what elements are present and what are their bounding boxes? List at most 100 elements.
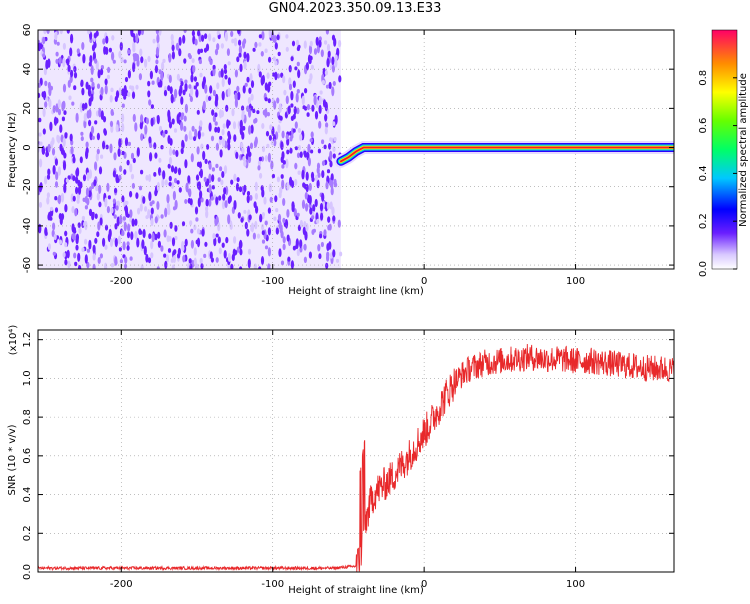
noise-speck <box>145 117 149 125</box>
noise-speck <box>75 112 79 123</box>
noise-speck <box>267 227 271 236</box>
noise-speck <box>163 253 167 258</box>
noise-speck <box>129 209 133 218</box>
noise-speck <box>183 125 187 132</box>
snr-y-tick-label-4: 0.8 <box>22 409 33 425</box>
noise-speck <box>98 107 102 118</box>
noise-speck <box>318 95 322 105</box>
noise-speck <box>91 212 95 221</box>
noise-speck <box>103 46 107 55</box>
noise-speck <box>310 64 314 70</box>
noise-speck <box>114 223 118 230</box>
noise-speck <box>327 50 331 58</box>
noise-speck <box>212 89 216 97</box>
noise-speck <box>160 145 164 150</box>
noise-speck <box>260 51 264 57</box>
noise-speck <box>65 178 69 183</box>
noise-speck <box>333 178 337 186</box>
noise-speck <box>54 158 59 166</box>
noise-speck <box>223 68 228 75</box>
noise-speck <box>86 261 90 269</box>
noise-speck <box>132 53 136 58</box>
noise-speck <box>220 179 224 186</box>
noise-speck <box>124 76 129 83</box>
noise-speck <box>163 89 168 97</box>
noise-speck <box>132 41 136 52</box>
noise-speck <box>129 85 133 90</box>
noise-speck <box>66 30 70 34</box>
noise-speck <box>325 262 329 269</box>
noise-speck <box>311 176 315 182</box>
noise-speck <box>100 68 104 76</box>
noise-speck <box>310 131 314 138</box>
noise-speck <box>218 195 222 201</box>
noise-speck <box>46 174 51 180</box>
noise-speck <box>297 128 301 133</box>
noise-speck <box>279 187 283 195</box>
noise-speck <box>216 82 220 90</box>
noise-speck <box>72 175 76 182</box>
noise-speck <box>317 244 321 252</box>
noise-speck <box>75 244 79 251</box>
noise-speck <box>311 104 315 112</box>
snr-y-multiplier: (x10⁴) <box>8 325 19 356</box>
noise-speck <box>114 187 118 194</box>
noise-speck <box>62 160 67 171</box>
noise-speck <box>165 254 170 263</box>
noise-speck <box>153 142 157 150</box>
noise-speck <box>106 74 110 80</box>
noise-speck <box>220 68 224 78</box>
noise-speck <box>158 30 162 36</box>
noise-speck <box>295 243 299 250</box>
noise-speck <box>303 256 307 263</box>
noise-speck <box>123 169 127 175</box>
noise-speck <box>263 196 267 205</box>
noise-speck <box>238 45 242 55</box>
noise-speck <box>196 237 201 248</box>
noise-speck <box>230 179 234 185</box>
noise-speck <box>88 119 92 127</box>
noise-speck <box>326 43 331 52</box>
noise-speck <box>239 119 243 129</box>
noise-speck <box>205 198 209 207</box>
noise-speck <box>191 58 195 64</box>
noise-speck <box>233 236 237 244</box>
noise-speck <box>296 152 301 159</box>
noise-speck <box>248 151 252 158</box>
noise-speck <box>328 241 332 250</box>
noise-speck <box>62 83 67 93</box>
noise-speck <box>333 37 337 47</box>
noise-speck <box>318 253 322 260</box>
noise-speck <box>304 88 308 94</box>
noise-speck <box>280 260 285 266</box>
noise-speck <box>250 124 254 134</box>
noise-speck <box>267 83 271 92</box>
noise-speck <box>292 80 296 88</box>
noise-speck <box>140 133 144 141</box>
noise-speck <box>221 129 225 136</box>
spectrogram-y-tick-label-1: -40 <box>22 218 33 234</box>
noise-speck <box>317 172 321 178</box>
noise-speck <box>276 97 280 104</box>
noise-speck <box>85 141 89 148</box>
noise-speck <box>96 231 100 238</box>
noise-speck <box>169 138 173 146</box>
noise-speck <box>129 256 133 261</box>
noise-speck <box>248 87 252 94</box>
noise-speck <box>62 252 66 258</box>
noise-speck <box>47 168 51 176</box>
noise-speck <box>173 167 177 174</box>
noise-speck <box>246 228 250 237</box>
noise-speck <box>104 197 108 208</box>
noise-speck <box>184 82 188 92</box>
noise-speck <box>267 152 271 163</box>
noise-speck <box>106 206 110 214</box>
noise-speck <box>208 33 212 42</box>
noise-speck <box>115 124 119 133</box>
noise-speck <box>271 173 275 179</box>
spectrogram-x-tick-label-3: 100 <box>566 276 585 287</box>
noise-speck <box>160 214 164 219</box>
snr-series <box>38 343 674 572</box>
noise-speck <box>252 232 256 240</box>
